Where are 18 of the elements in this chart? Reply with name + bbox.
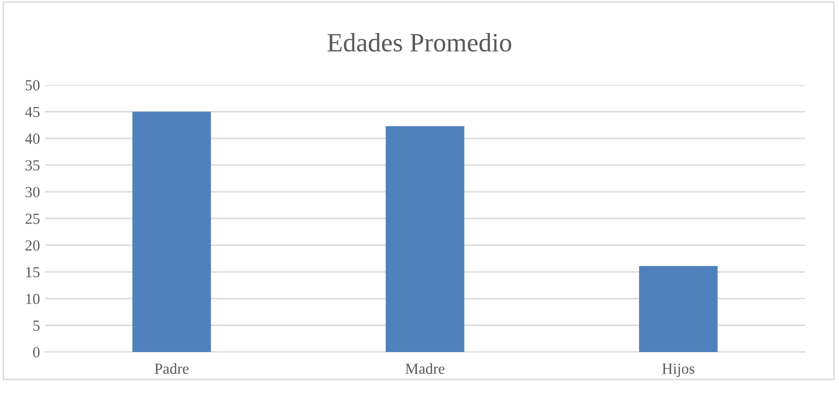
- x-tick-label: Padre: [154, 363, 189, 374]
- bar: [132, 112, 211, 352]
- y-tick-label: 10: [26, 294, 40, 304]
- x-tick-label: Hijos: [662, 364, 694, 377]
- x-tick-label: Madre: [406, 363, 444, 374]
- y-tick-label: 20: [26, 240, 40, 251]
- y-tick-label: 50: [26, 80, 40, 90]
- y-tick-label: 25: [26, 214, 40, 224]
- y-tick-label: 30: [26, 186, 40, 198]
- y-tick-label: 0: [33, 347, 40, 358]
- y-tick-label: 40: [25, 134, 40, 144]
- y-tick-label: 15: [26, 267, 40, 278]
- bar: [639, 266, 718, 352]
- chart-title: Edades Promedio: [328, 33, 512, 52]
- y-tick-label: 45: [25, 106, 40, 118]
- y-tick-label: 35: [26, 160, 40, 171]
- y-tick-label: 5: [33, 320, 40, 331]
- bar: [386, 126, 464, 352]
